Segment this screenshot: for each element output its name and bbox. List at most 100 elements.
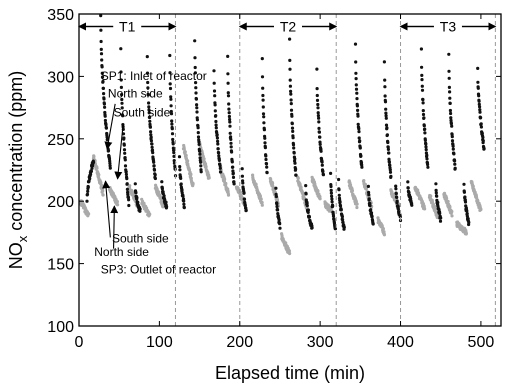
sp1-point	[448, 108, 452, 113]
sp3-point	[362, 179, 366, 183]
sp1-point	[318, 142, 322, 146]
sp1-point	[482, 147, 486, 151]
sp3-point	[479, 207, 483, 212]
sp1-point	[479, 122, 483, 126]
sp1-point	[371, 222, 375, 226]
sp1-point	[243, 203, 247, 208]
sp1-point	[261, 105, 265, 109]
sp1-point	[306, 208, 310, 212]
sp1-point	[216, 142, 220, 146]
period-label: T2	[280, 18, 297, 34]
sp1-point	[310, 226, 314, 230]
sp1-point	[197, 142, 201, 146]
x-tick-label: 300	[307, 334, 334, 351]
sp1-point	[278, 222, 282, 226]
sp3-point	[189, 176, 193, 180]
sp1-point	[316, 106, 320, 110]
sp1-point	[124, 172, 128, 176]
sp1-point	[435, 194, 439, 198]
sp1-point	[230, 150, 234, 154]
sp1-point	[342, 225, 346, 229]
sp1-point	[449, 116, 453, 120]
sp1-point	[354, 83, 358, 87]
sp1-point	[108, 161, 112, 165]
sp1-point	[263, 136, 267, 140]
sp1-point	[149, 130, 153, 134]
sp1-point	[289, 98, 293, 102]
sp1-point	[356, 114, 360, 118]
sp1-point	[396, 207, 400, 211]
sp1-point	[382, 60, 386, 64]
sp1-point	[213, 103, 217, 107]
sp1-point	[218, 166, 222, 170]
annotation-label: North side	[94, 245, 149, 259]
sp3-point	[355, 202, 359, 206]
sp1-point	[386, 147, 390, 151]
sp1-point	[358, 146, 362, 150]
sp3-point	[450, 209, 454, 214]
sp1-point	[426, 165, 430, 169]
sp1-point	[212, 69, 216, 73]
sp1-point	[103, 118, 107, 123]
sp1-point	[150, 145, 154, 149]
sp3-point	[271, 181, 275, 185]
sp1-point	[127, 198, 131, 202]
sp1-point	[358, 139, 362, 143]
sp1-point	[453, 162, 457, 166]
sp1-point	[170, 127, 174, 131]
sp1-point	[315, 93, 319, 98]
sp1-point	[86, 185, 90, 189]
sp1-point	[305, 201, 309, 205]
sp1-point	[421, 112, 426, 117]
sp1-point	[434, 188, 438, 192]
sp1-point	[447, 85, 451, 89]
sp1-point	[354, 71, 358, 75]
sp1-point	[410, 203, 414, 207]
annotation-arrow	[114, 123, 124, 180]
sp1-point	[288, 84, 292, 88]
sp1-point	[197, 140, 201, 144]
sp1-point	[476, 80, 480, 84]
sp1-point	[316, 111, 320, 115]
sp1-point	[227, 111, 231, 115]
sp1-point	[122, 143, 126, 147]
sp1-point	[230, 160, 234, 164]
sp1-point	[477, 99, 481, 103]
sp1-point	[162, 194, 166, 198]
sp3-point	[161, 205, 165, 209]
sp1-point	[359, 161, 364, 165]
sp1-point	[147, 105, 151, 109]
sp1-point	[425, 153, 429, 157]
sp1-point	[119, 85, 123, 89]
sp3-point	[223, 177, 227, 181]
sp1-point	[136, 200, 140, 204]
sp1-point	[228, 120, 232, 124]
sp1-point	[367, 197, 371, 201]
sp1-point	[337, 177, 341, 182]
sp1-point	[182, 206, 186, 210]
sp3-point	[202, 157, 206, 161]
sp1-point	[120, 106, 124, 110]
sp1-point	[386, 145, 390, 149]
sp1-point	[341, 220, 345, 224]
sp1-point	[194, 91, 198, 95]
sp1-point	[196, 135, 201, 139]
sp3-point	[100, 184, 104, 188]
sp1-point	[370, 214, 374, 219]
sp1-point	[357, 136, 361, 140]
sp1-point	[172, 151, 176, 155]
sp1-point	[360, 165, 364, 169]
sp1-point	[479, 116, 483, 120]
sp1-point	[170, 122, 174, 126]
sp1-point	[217, 154, 221, 158]
sp3-point	[450, 214, 454, 218]
sp1-point	[318, 135, 322, 139]
sp1-point	[356, 122, 360, 126]
sp1-point	[149, 133, 153, 137]
sp3-point	[471, 184, 475, 188]
y-tick-label: 150	[47, 257, 74, 274]
sp1-point	[226, 72, 230, 76]
sp1-point	[100, 75, 105, 79]
sp1-point	[133, 182, 137, 186]
sp1-point	[181, 194, 185, 198]
